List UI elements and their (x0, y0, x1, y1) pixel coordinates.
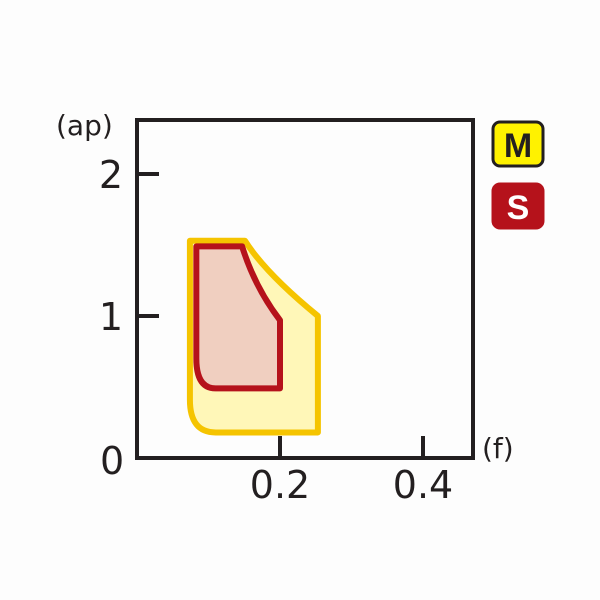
legend-badge-M (491, 120, 545, 168)
region-S (193, 243, 283, 392)
x-axis-label: (f) (482, 432, 514, 465)
legend-label: S (507, 189, 530, 227)
x-tick-label: 0.4 (393, 463, 453, 507)
ticks: 1 2 0.2 0.4 (99, 153, 453, 507)
origin-label: 0 (100, 439, 124, 483)
legend-label: M (504, 127, 532, 165)
y-tick-label: 1 (99, 295, 123, 339)
plot-frame (135, 118, 475, 460)
legend: MS (491, 120, 545, 230)
x-tick-label: 0.2 (250, 463, 310, 507)
regions (186, 237, 321, 436)
legend-badge-S (491, 182, 545, 230)
y-axis-label: (ap) (56, 109, 113, 142)
y-tick-label: 2 (99, 153, 123, 197)
